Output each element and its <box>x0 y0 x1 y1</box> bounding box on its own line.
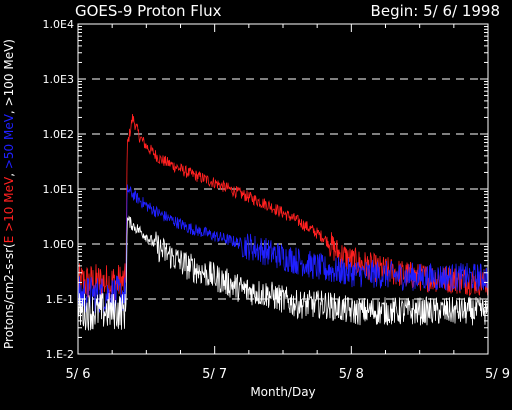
x-tick-label: 5/ 9 <box>485 367 510 382</box>
y-axis-label-part: >50 MeV <box>2 113 16 169</box>
y-tick-label: 1.0E0 <box>43 238 74 251</box>
begin-date: Begin: 5/ 6/ 1998 <box>370 2 500 20</box>
x-axis-label: Month/Day <box>250 385 315 399</box>
y-tick-labels: 1.E-2 1.E-1 1.0E0 1.0E1 1.0E2 1.0E3 1.0E4 <box>43 18 74 361</box>
x-tick-label: 5/ 7 <box>202 367 227 382</box>
x-tick-labels: 5/ 6 5/ 7 5/ 8 5/ 9 <box>65 367 510 382</box>
x-tick-label: 5/ 6 <box>65 367 90 382</box>
series-line-3 <box>77 215 489 331</box>
y-axis-label-part: Protons/cm2-s-sr( <box>2 243 16 349</box>
y-tick-label: 1.E-1 <box>46 293 74 306</box>
y-tick-label: 1.0E1 <box>43 183 74 196</box>
x-tick-label: 5/ 8 <box>339 367 364 382</box>
y-axis-label: Protons/cm2-s-sr(E >10 MeV, >50 MeV, >10… <box>2 39 16 349</box>
y-axis-label-part: , >100 MeV) <box>2 39 16 114</box>
y-tick-label: 1.E-2 <box>46 348 74 361</box>
y-axis-label-part: , <box>2 169 16 177</box>
series-lines <box>77 113 489 331</box>
chart-title: GOES-9 Proton Flux <box>75 2 222 20</box>
y-tick-label: 1.0E3 <box>43 73 74 86</box>
axes <box>77 23 489 355</box>
y-axis-label-part: E >10 MeV <box>2 176 16 243</box>
y-tick-label: 1.0E2 <box>43 128 74 141</box>
grid <box>78 78 488 300</box>
series-line-2 <box>77 184 489 314</box>
y-tick-label: 1.0E4 <box>43 18 74 31</box>
